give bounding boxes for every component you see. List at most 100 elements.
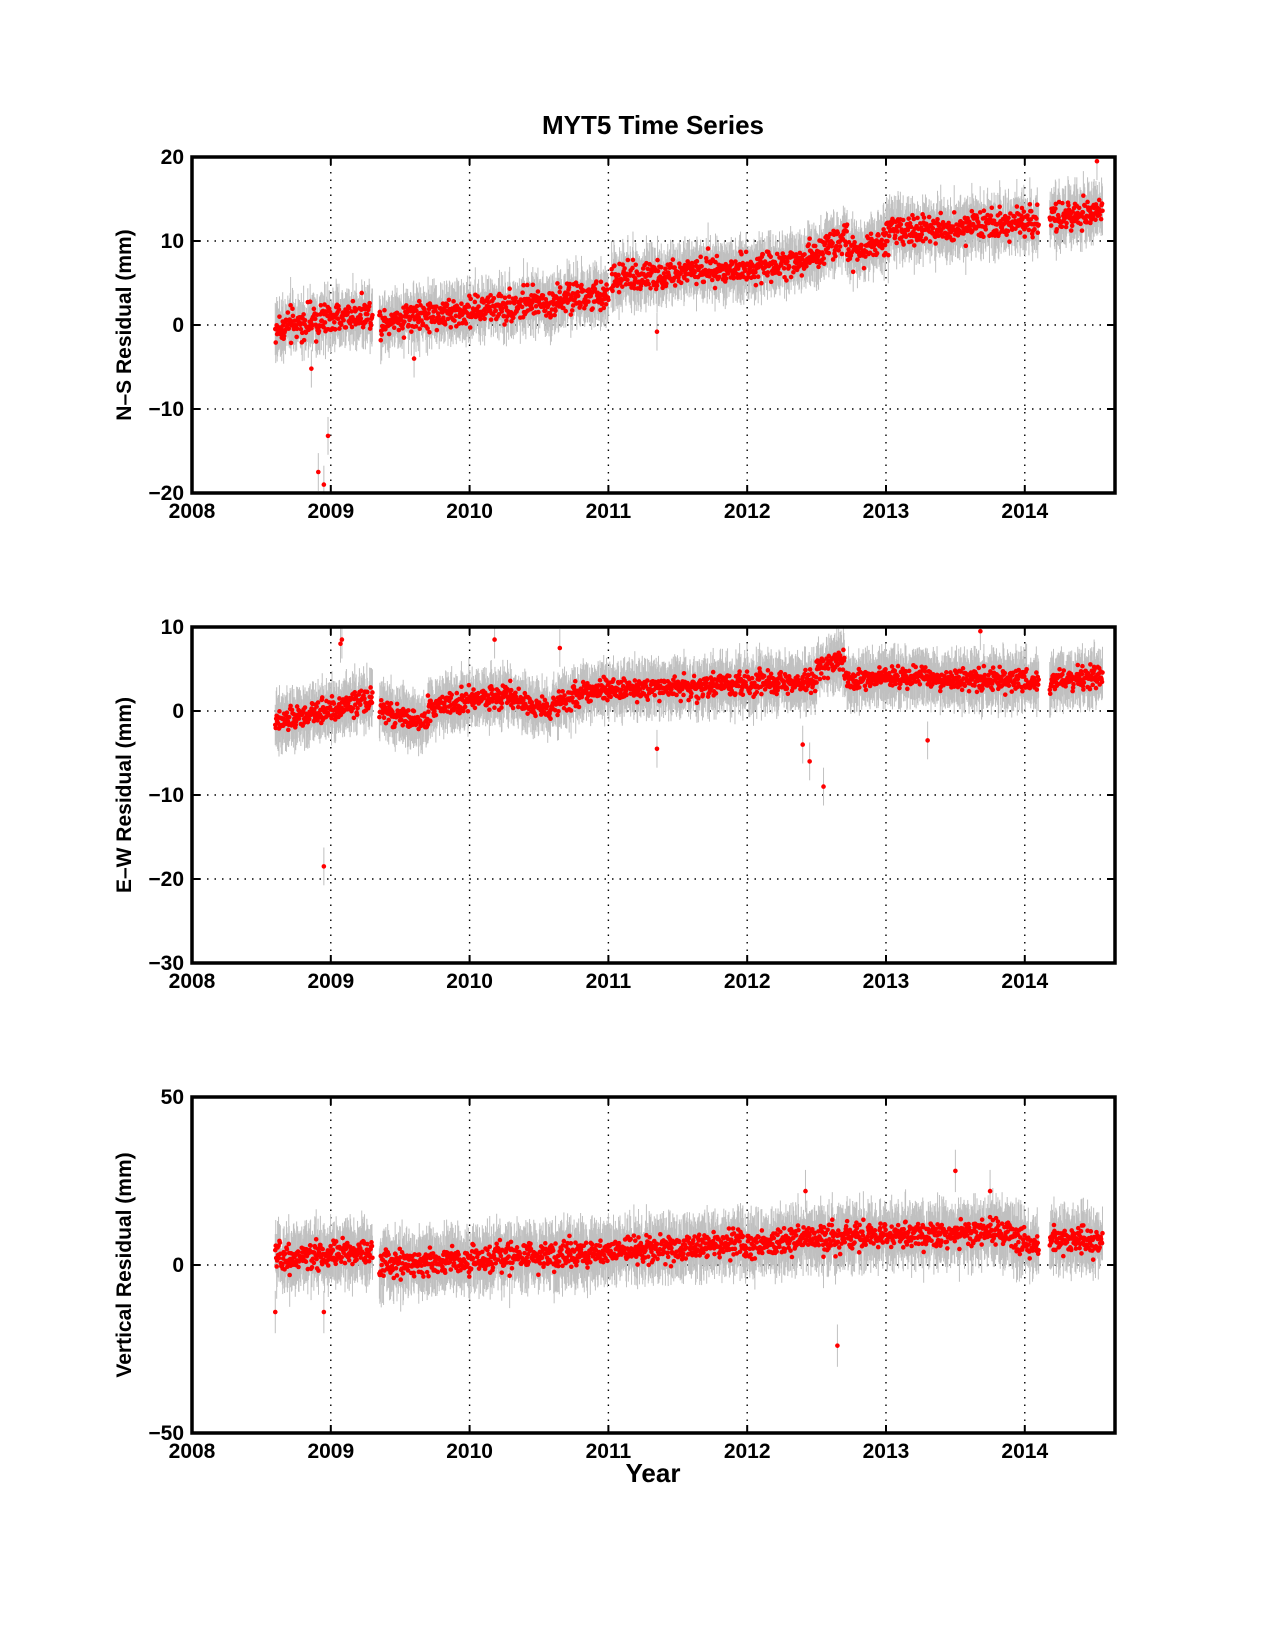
data-point xyxy=(502,295,508,301)
data-point xyxy=(451,299,456,304)
data-point xyxy=(842,239,848,244)
data-point xyxy=(382,307,387,313)
data-point xyxy=(285,310,291,315)
data-point xyxy=(820,252,826,257)
data-point xyxy=(658,264,664,270)
data-point xyxy=(433,308,438,313)
data-point xyxy=(424,315,430,321)
data-point xyxy=(886,233,892,239)
data-point xyxy=(425,326,430,331)
data-point xyxy=(552,312,557,318)
data-point xyxy=(290,313,296,319)
data-point xyxy=(898,222,904,227)
data-point xyxy=(441,315,446,320)
data-point xyxy=(1027,201,1033,207)
data-point xyxy=(946,220,951,226)
data-point xyxy=(365,317,371,322)
data-point xyxy=(349,324,355,330)
data-point xyxy=(1098,216,1104,222)
y-tick-label: 20 xyxy=(161,146,184,169)
data-point xyxy=(281,333,287,339)
data-point xyxy=(1054,226,1060,232)
data-point xyxy=(894,240,899,246)
data-point xyxy=(1076,205,1082,211)
data-point xyxy=(466,304,472,309)
data-point xyxy=(318,303,324,308)
data-point xyxy=(434,304,439,309)
data-point xyxy=(909,239,914,244)
data-point xyxy=(983,227,989,232)
data-point xyxy=(616,289,622,295)
data-point xyxy=(846,239,852,245)
data-point xyxy=(316,328,322,334)
x-tick-label: 2008 xyxy=(169,500,216,523)
data-point xyxy=(557,289,563,295)
figure-title: MYT5 Time Series xyxy=(542,110,764,140)
data-point xyxy=(365,311,370,317)
data-point xyxy=(493,308,499,313)
data-point xyxy=(835,230,841,236)
data-point xyxy=(911,216,917,222)
data-point xyxy=(400,325,405,331)
data-point xyxy=(753,269,758,275)
data-point xyxy=(678,280,684,286)
data-point xyxy=(312,316,318,322)
data-point xyxy=(555,281,560,286)
data-point xyxy=(883,230,889,236)
y-axis-label: N–S Residual (mm) xyxy=(113,229,136,420)
data-point xyxy=(504,318,509,323)
data-point xyxy=(288,302,293,308)
data-point xyxy=(346,305,352,311)
data-point xyxy=(434,327,440,333)
data-point xyxy=(859,242,864,248)
data-point xyxy=(288,340,294,346)
data-point xyxy=(852,239,857,245)
data-point xyxy=(453,313,459,319)
data-point xyxy=(908,224,914,230)
data-point xyxy=(723,276,729,281)
data-point xyxy=(806,242,812,247)
data-point xyxy=(1032,226,1037,232)
data-point xyxy=(830,240,835,246)
data-point xyxy=(1100,208,1105,214)
data-point xyxy=(830,257,836,262)
data-point xyxy=(670,257,676,262)
data-point xyxy=(332,320,337,325)
data-point xyxy=(463,321,469,326)
data-point xyxy=(535,289,541,294)
data-point xyxy=(620,262,626,267)
data-point xyxy=(507,300,513,305)
data-point xyxy=(280,323,286,328)
data-point xyxy=(812,243,818,249)
data-point xyxy=(575,293,581,299)
data-point xyxy=(1026,227,1032,233)
data-point xyxy=(604,282,609,287)
data-point xyxy=(345,310,351,315)
y-tick-label: 10 xyxy=(161,230,184,253)
data-point xyxy=(358,316,364,321)
data-point xyxy=(1069,223,1075,228)
data-point xyxy=(936,233,941,239)
data-point xyxy=(1059,224,1065,230)
data-point xyxy=(951,210,957,215)
data-point xyxy=(755,274,761,280)
data-point xyxy=(903,234,909,239)
data-point xyxy=(335,316,341,322)
data-point xyxy=(797,250,803,256)
data-point xyxy=(923,236,929,241)
data-point xyxy=(515,306,521,311)
data-point xyxy=(630,265,635,271)
data-point xyxy=(1020,216,1025,222)
data-point xyxy=(1019,213,1024,218)
data-point xyxy=(760,252,766,257)
y-tick-label: −10 xyxy=(148,398,184,421)
data-point xyxy=(933,241,938,246)
data-point xyxy=(713,259,718,265)
data-point xyxy=(672,265,677,270)
data-point xyxy=(927,239,933,244)
data-point xyxy=(1006,215,1011,221)
data-point xyxy=(907,221,913,226)
data-point xyxy=(302,317,308,323)
data-point xyxy=(530,282,536,288)
